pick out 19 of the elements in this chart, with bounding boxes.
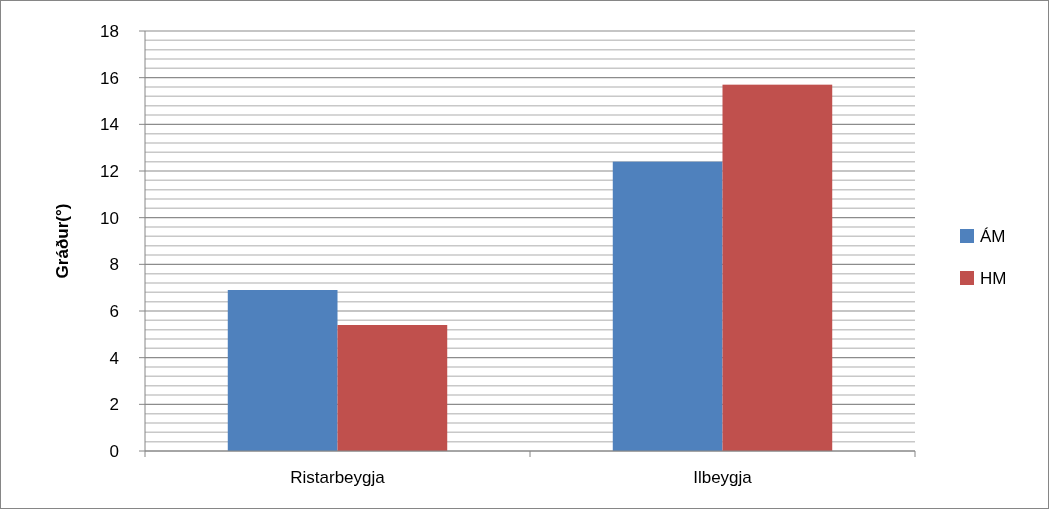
y-tick-label: 12 bbox=[100, 161, 119, 181]
bar bbox=[337, 325, 448, 451]
bar bbox=[722, 84, 833, 451]
y-tick-label: 6 bbox=[109, 301, 119, 321]
y-tick-label: 0 bbox=[109, 441, 119, 461]
y-tick-label: 2 bbox=[109, 395, 119, 415]
y-tick-label: 4 bbox=[109, 348, 119, 368]
bar bbox=[612, 161, 723, 451]
x-tick-label: Ristarbeygja bbox=[290, 468, 386, 487]
y-tick-label: 8 bbox=[109, 255, 119, 275]
legend-label: ÁM bbox=[980, 226, 1006, 246]
bar bbox=[227, 290, 338, 451]
legend-label: HM bbox=[980, 268, 1007, 288]
x-tick-label: Ilbeygja bbox=[693, 468, 753, 487]
y-tick-label: 16 bbox=[100, 68, 119, 88]
y-tick-label: 18 bbox=[100, 21, 119, 41]
y-tick-label: 10 bbox=[100, 208, 119, 228]
y-tick-label: 14 bbox=[100, 115, 119, 135]
y-axis-title: Gráður(°) bbox=[53, 203, 72, 279]
